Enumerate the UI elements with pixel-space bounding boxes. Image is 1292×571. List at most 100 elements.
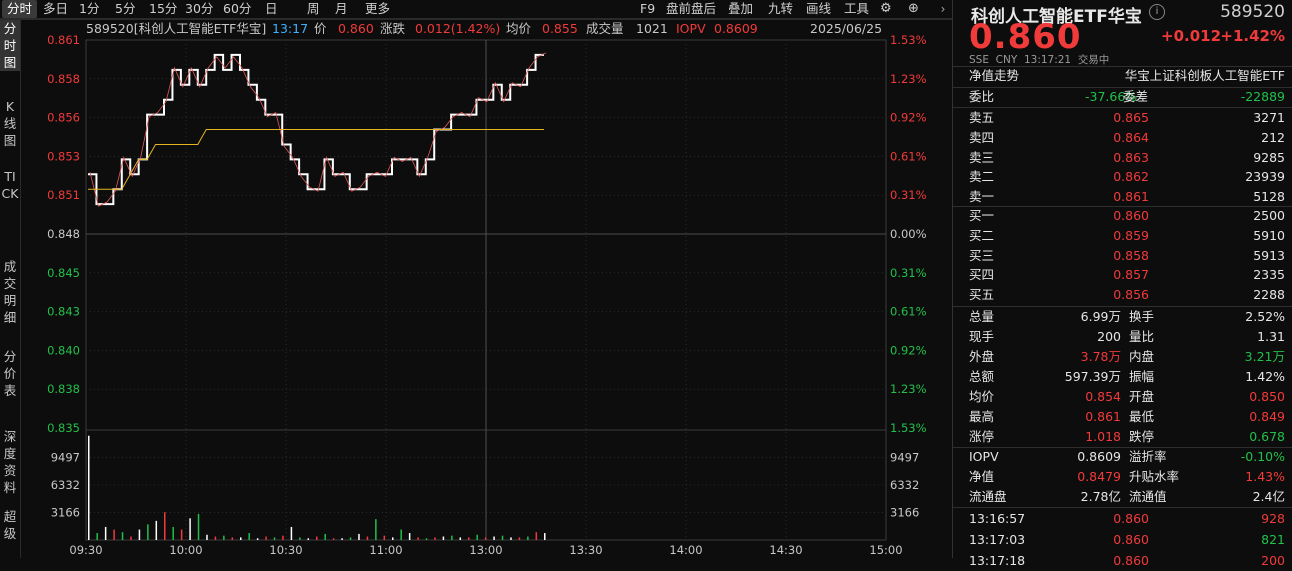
bid-level-row: 买一 0.860 2500 <box>969 206 1285 226</box>
trade-price: 0.860 <box>1113 511 1149 526</box>
volume-bar <box>316 536 318 540</box>
period-tab-2[interactable]: 1分 <box>79 1 100 16</box>
period-tab-8[interactable]: 周 <box>307 1 320 16</box>
last-price: 0.860 <box>969 17 1082 57</box>
tool-tab-0[interactable]: F9 <box>640 1 656 16</box>
price-tick-label: 0.835 <box>47 421 80 435</box>
stat-value: 0.850 <box>1249 389 1285 404</box>
time-tick-label: 14:30 <box>769 543 802 557</box>
side-tab-2[interactable]: TICK <box>1 169 19 201</box>
volume-bar <box>400 529 402 540</box>
bid-price: 0.858 <box>1113 247 1149 263</box>
quote-time: 13:17:21 <box>1023 54 1072 66</box>
fund-stat-label: IOPV <box>969 449 999 464</box>
header-name: 589520[科创人工智能ETF华宝] <box>86 21 266 36</box>
trade-time: 13:16:57 <box>969 511 1026 526</box>
currency: CNY <box>995 54 1018 66</box>
bid-label: 买一 <box>969 208 995 223</box>
volume-bar <box>468 537 470 540</box>
period-tab-3[interactable]: 5分 <box>115 1 136 16</box>
add-icon[interactable]: ⊕ <box>908 1 919 16</box>
gear-icon[interactable]: ⚙ <box>880 1 892 16</box>
ask-price: 0.861 <box>1113 189 1149 205</box>
bid-level-row: 买三 0.858 5913 <box>969 246 1285 266</box>
side-tab-3[interactable]: 成交明细 <box>3 259 17 325</box>
volume-bar <box>273 537 276 540</box>
divider <box>953 306 1292 307</box>
pct-tick-label: 0.61% <box>890 305 927 319</box>
bid-label: 买二 <box>969 227 995 243</box>
ask-volume: 212 <box>1261 129 1285 145</box>
tool-tab-4[interactable]: 画线 <box>806 1 832 16</box>
divider <box>953 507 1292 508</box>
volume-bar <box>197 513 200 540</box>
volume-bar <box>408 533 411 540</box>
pct-tick-label: 0.61% <box>890 149 927 163</box>
volume-bar <box>307 538 310 540</box>
side-tab-1[interactable]: K线图 <box>3 99 17 148</box>
tool-tab-2[interactable]: 叠加 <box>728 1 754 16</box>
stat-row: 总量 6.99万 换手 2.52% <box>969 307 1285 327</box>
tool-tab-1[interactable]: 盘前盘后 <box>666 1 717 16</box>
volume-bar <box>366 536 369 540</box>
stat-label: 现手 <box>969 329 995 344</box>
pct-tick-label: 1.53% <box>890 421 927 435</box>
fund-stat-value: 0.8479 <box>1077 469 1121 484</box>
chart-canvas: 589520[科创人工智能ETF华宝] 13:17 价 0.860 涨跌 0.012(1.… <box>47 21 927 557</box>
side-tab-4[interactable]: 分价表 <box>3 349 17 398</box>
volume-bar <box>189 518 191 540</box>
intraday-chart[interactable]: 589520[科创人工智能ETF华宝] 13:17 价 0.860 涨跌 0.012(1.… <box>20 18 952 558</box>
period-toolbar: 分时 多日 1分 5分 15分 30分 60分日 周月 更多 F9 盘前盘后 叠加 九转 画线 工具 ⚙ ⊕ <box>0 0 952 19</box>
toolbar-expand-icon[interactable]: › <box>940 2 946 16</box>
volume-bar <box>214 536 217 540</box>
price-change-pct: +1.42% <box>1220 27 1285 45</box>
stat-row: 外盘 3.78万 内盘 3.21万 <box>969 347 1285 367</box>
price-tick-label: 0.845 <box>47 266 80 280</box>
period-tab-9[interactable]: 月 <box>335 1 348 16</box>
volume-tick-label: 3166 <box>890 505 919 519</box>
volume-bar <box>459 537 462 540</box>
nav-trend-row[interactable]: 净值走势 华宝上证科创板人工智能ETF <box>969 66 1285 86</box>
volume-tick-label: 6332 <box>51 478 80 492</box>
side-tab-0[interactable]: 分时图 <box>0 20 20 71</box>
view-tab-strip: 分时图 K线图 TICK 成交明细分价表深度资料超级 <box>0 18 21 558</box>
quote-panel: 科创人工智能ETF华宝 i 589520 0.860 +0.012 +1.42%… <box>952 0 1292 568</box>
volume-bar <box>290 526 293 540</box>
info-icon[interactable]: i <box>1149 4 1165 20</box>
stat-value: 0.849 <box>1249 409 1285 424</box>
nav-trend-label: 净值走势 <box>969 68 1020 83</box>
header-date: 2025/06/25 <box>810 21 882 36</box>
trade-time: 13:17:03 <box>969 532 1026 547</box>
tool-tab-3[interactable]: 九转 <box>768 1 794 16</box>
volume-bar <box>231 537 234 540</box>
volume-bar <box>425 538 428 540</box>
weibi-label: 委比 <box>969 89 995 104</box>
volume-bar <box>96 533 98 540</box>
bid-label: 买三 <box>969 247 995 263</box>
period-tab-4[interactable]: 15分 <box>149 1 178 16</box>
stat-label: 涨停 <box>969 429 995 444</box>
period-tab-7[interactable]: 日 <box>265 1 278 16</box>
volume-bar <box>121 532 124 540</box>
volume-tick-label: 9497 <box>51 451 80 465</box>
side-tab-5[interactable]: 深度资料 <box>3 429 17 495</box>
period-tab-1[interactable]: 多日 <box>43 1 69 16</box>
bid-level-row: 买四 0.857 2335 <box>969 265 1285 285</box>
stat-row: 涨停 1.018 跌停 0.678 <box>969 427 1285 447</box>
period-tab-6[interactable]: 60分 <box>223 1 252 16</box>
stat-label: 换手 <box>1129 309 1155 324</box>
period-tab-0[interactable]: 分时 <box>2 0 38 18</box>
pct-tick-label: 1.53% <box>890 33 927 47</box>
side-tab-6[interactable]: 超级 <box>3 509 17 541</box>
tool-tab-5[interactable]: 工具 <box>844 1 870 16</box>
period-tab-10[interactable]: 更多 <box>365 1 391 16</box>
period-tab-5[interactable]: 30分 <box>185 1 214 16</box>
security-code: 589520 <box>1220 2 1285 22</box>
volume-bar <box>130 536 132 540</box>
stat-value: 1.31 <box>1257 329 1285 344</box>
header-price: 0.860 <box>338 21 374 36</box>
ask-label: 卖五 <box>969 110 995 125</box>
trade-price: 0.860 <box>1113 553 1149 568</box>
time-tick-label: 15:00 <box>869 543 902 557</box>
volume-bar <box>240 537 242 540</box>
